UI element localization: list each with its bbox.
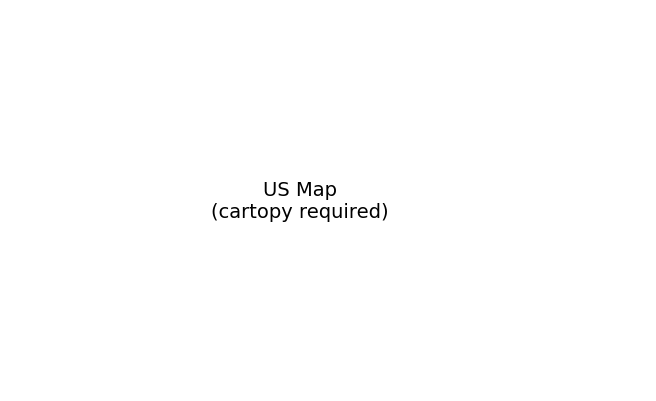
- Text: US Map
(cartopy required): US Map (cartopy required): [211, 181, 389, 222]
